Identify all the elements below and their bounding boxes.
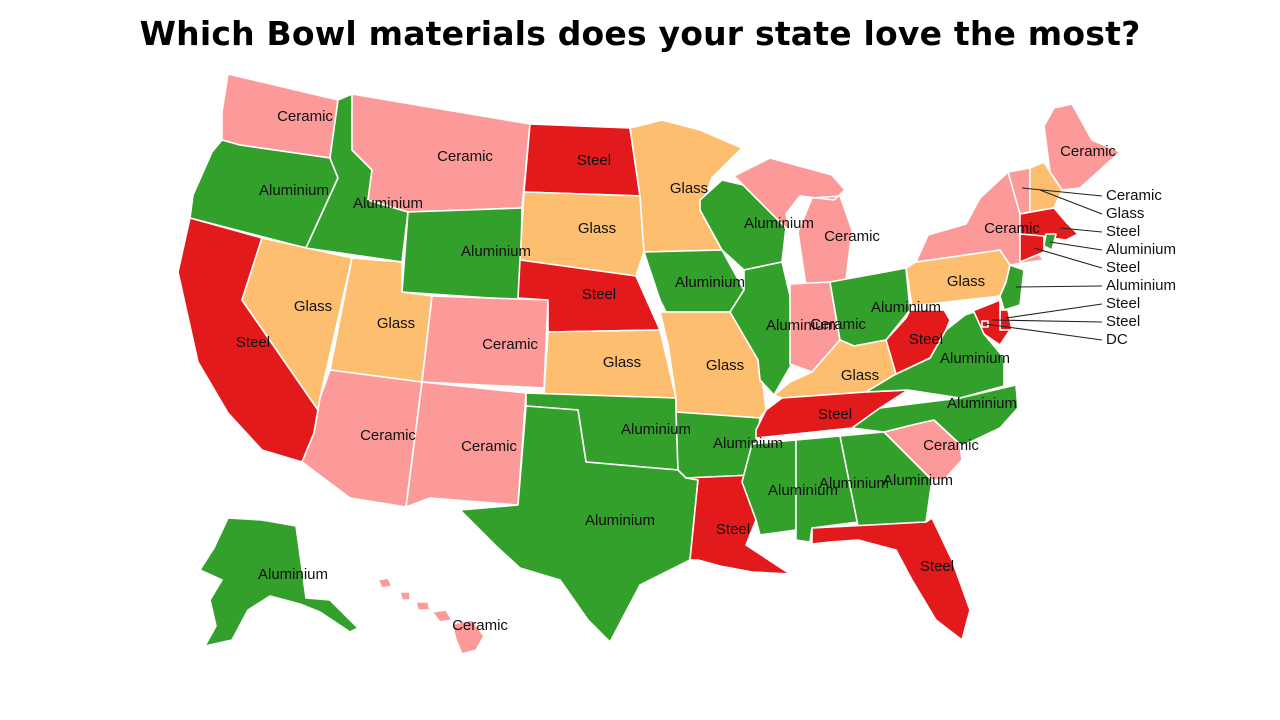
leader-line-rhode-island <box>1049 241 1103 251</box>
leader-line-massachusetts <box>1059 227 1103 233</box>
state-label-new-mexico: Ceramic <box>461 438 517 455</box>
state-label-wisconsin: Aluminium <box>744 215 814 232</box>
state-label-north-carolina: Aluminium <box>947 395 1017 412</box>
state-label-alabama: Aluminium <box>819 475 889 492</box>
state-label-michigan: Ceramic <box>824 228 880 245</box>
state-label-arizona: Ceramic <box>360 427 416 444</box>
leader-line-vermont <box>1021 187 1103 197</box>
state-south-dakota <box>519 191 645 277</box>
state-hawaii <box>377 577 485 655</box>
state-label-minnesota: Glass <box>670 180 708 197</box>
leader-line-delaware <box>1005 303 1103 319</box>
state-label-illinois: Aluminium <box>766 317 836 334</box>
state-label-mississippi: Aluminium <box>768 482 838 499</box>
state-shapes <box>177 73 1121 655</box>
state-label-montana: Ceramic <box>437 148 493 165</box>
state-label-wyoming: Aluminium <box>461 243 531 260</box>
state-label-iowa: Aluminium <box>675 274 745 291</box>
state-label-missouri: Glass <box>706 357 744 374</box>
state-label-louisiana: Steel <box>716 521 750 538</box>
state-label-indiana: Ceramic <box>810 316 866 333</box>
state-label-colorado: Ceramic <box>482 336 538 353</box>
state-new-mexico <box>405 381 527 508</box>
state-label-oregon: Aluminium <box>259 182 329 199</box>
state-label-connecticut: Steel <box>1106 259 1140 276</box>
state-label-south-dakota: Glass <box>578 220 616 237</box>
state-label-california: Steel <box>236 334 270 351</box>
state-label-district-of-columbia: DC <box>1106 331 1128 348</box>
state-label-new-hampshire: Glass <box>1106 205 1144 222</box>
leader-line-connecticut <box>1033 247 1103 269</box>
state-label-nebraska: Steel <box>582 286 616 303</box>
state-label-west-virginia: Steel <box>909 331 943 348</box>
state-label-idaho: Aluminium <box>353 195 423 212</box>
state-connecticut <box>1019 233 1045 263</box>
state-north-carolina <box>851 384 1019 447</box>
state-label-virginia: Aluminium <box>940 350 1010 367</box>
state-label-kentucky: Glass <box>841 367 879 384</box>
state-label-florida: Steel <box>920 558 954 575</box>
state-label-kansas: Glass <box>603 354 641 371</box>
state-alaska <box>199 517 359 647</box>
state-label-massachusetts: Steel <box>1106 223 1140 240</box>
leader-line-district-of-columbia <box>984 323 1103 341</box>
state-label-north-dakota: Steel <box>577 152 611 169</box>
state-label-new-york: Ceramic <box>984 220 1040 237</box>
state-illinois <box>729 261 795 396</box>
state-label-new-jersey: Aluminium <box>1106 277 1176 294</box>
state-label-georgia: Aluminium <box>883 472 953 489</box>
state-label-oklahoma: Aluminium <box>621 421 691 438</box>
state-label-tennessee: Steel <box>818 406 852 423</box>
state-label-texas: Aluminium <box>585 512 655 529</box>
state-georgia <box>839 431 933 527</box>
state-label-hawaii: Ceramic <box>452 617 508 634</box>
state-label-alaska: Aluminium <box>258 566 328 583</box>
callout-leader-lines <box>984 187 1103 341</box>
leader-line-maryland <box>991 319 1103 323</box>
state-maryland <box>949 299 1011 346</box>
map-title: Which Bowl materials does your state lov… <box>139 14 1141 53</box>
state-label-washington: Ceramic <box>277 108 333 125</box>
state-label-utah: Glass <box>377 315 415 332</box>
leader-line-new-jersey <box>1015 285 1103 288</box>
state-label-rhode-island: Aluminium <box>1106 241 1176 258</box>
state-label-vermont: Ceramic <box>1106 187 1162 204</box>
state-florida <box>811 517 971 641</box>
state-label-south-carolina: Ceramic <box>923 437 979 454</box>
state-label-nevada: Glass <box>294 298 332 315</box>
state-label-maryland: Steel <box>1106 313 1140 330</box>
state-texas <box>459 405 699 643</box>
state-label-pennsylvania: Glass <box>947 273 985 290</box>
state-label-maine: Ceramic <box>1060 143 1116 160</box>
state-label-arkansas: Aluminium <box>713 435 783 452</box>
leader-line-new-hampshire <box>1039 189 1103 215</box>
state-labels: CeramicAluminiumSteelGlassAluminiumCeram… <box>236 108 1176 634</box>
state-label-delaware: Steel <box>1106 295 1140 312</box>
state-label-ohio: Aluminium <box>871 299 941 316</box>
